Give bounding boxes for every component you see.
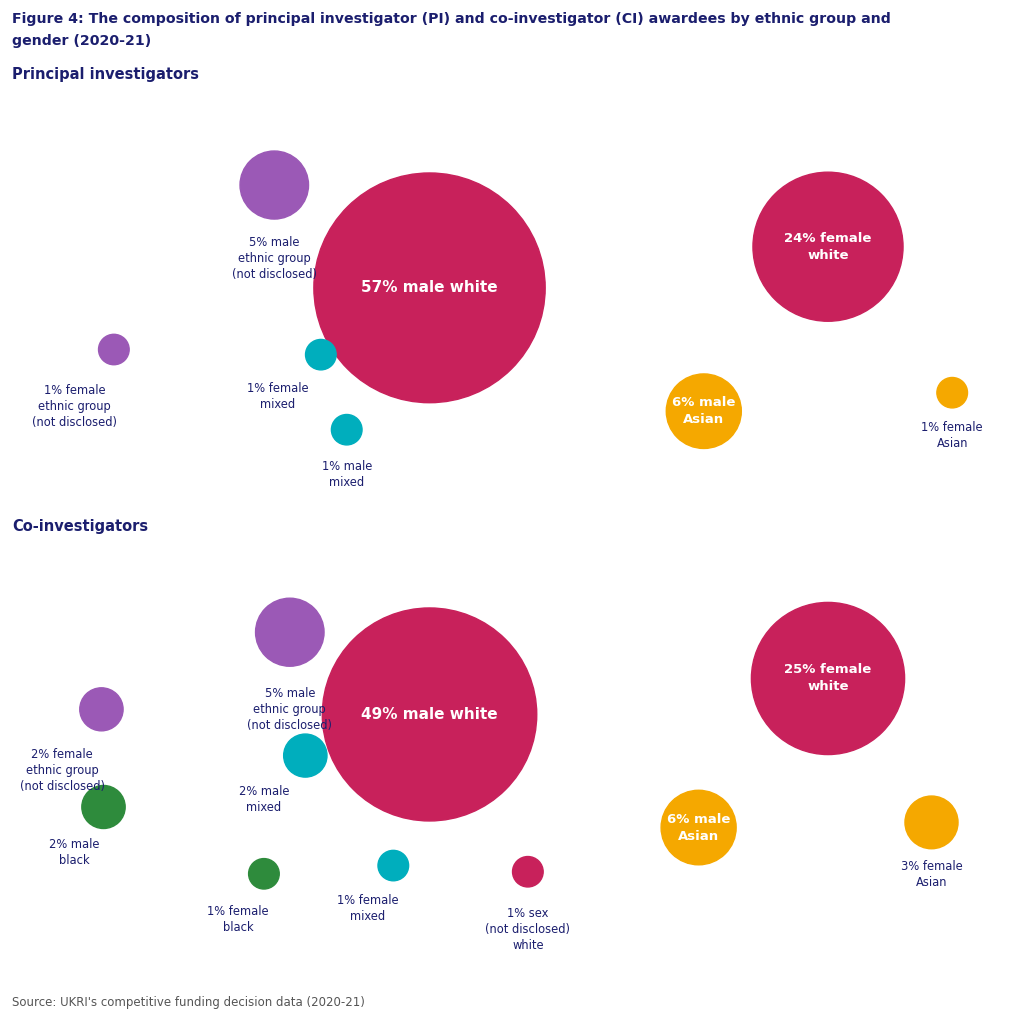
Circle shape (752, 172, 904, 322)
Text: 3% female
Asian: 3% female Asian (900, 860, 963, 889)
Text: 49% male white: 49% male white (361, 707, 498, 722)
Text: 1% female
mixed: 1% female mixed (336, 894, 398, 923)
Circle shape (937, 377, 968, 408)
Text: 1% female
black: 1% female black (207, 905, 269, 933)
Circle shape (751, 602, 905, 755)
Circle shape (378, 850, 409, 881)
Text: 1% male
mixed: 1% male mixed (322, 460, 372, 488)
Circle shape (98, 334, 129, 365)
Text: 1% female
mixed: 1% female mixed (246, 382, 308, 411)
Text: 1% female
ethnic group
(not disclosed): 1% female ethnic group (not disclosed) (32, 384, 117, 430)
Text: 5% male
ethnic group
(not disclosed): 5% male ethnic group (not disclosed) (232, 236, 317, 282)
Circle shape (905, 796, 958, 849)
Circle shape (248, 858, 279, 889)
Circle shape (661, 791, 736, 865)
Text: 1% sex
(not disclosed)
white: 1% sex (not disclosed) white (485, 907, 570, 952)
Text: 2% female
ethnic group
(not disclosed): 2% female ethnic group (not disclosed) (20, 748, 105, 794)
Text: Co-investigators: Co-investigators (12, 519, 149, 535)
Circle shape (240, 151, 308, 219)
Circle shape (314, 173, 545, 403)
Circle shape (331, 414, 362, 445)
Circle shape (305, 339, 336, 370)
Circle shape (667, 374, 741, 448)
Text: 6% male
Asian: 6% male Asian (667, 812, 731, 843)
Text: gender (2020-21): gender (2020-21) (12, 34, 152, 48)
Text: Figure 4: The composition of principal investigator (PI) and co-investigator (CI: Figure 4: The composition of principal i… (12, 12, 891, 27)
Text: 6% male
Asian: 6% male Asian (672, 396, 736, 427)
Circle shape (256, 598, 324, 666)
Circle shape (322, 608, 537, 821)
Circle shape (512, 856, 543, 887)
Text: 1% female
Asian: 1% female Asian (921, 421, 983, 450)
Text: 5% male
ethnic group
(not disclosed): 5% male ethnic group (not disclosed) (247, 687, 332, 732)
Text: Source: UKRI's competitive funding decision data (2020-21): Source: UKRI's competitive funding decis… (12, 996, 365, 1009)
Circle shape (284, 734, 327, 777)
Text: 24% female
white: 24% female white (785, 231, 871, 262)
Text: 25% female
white: 25% female white (785, 663, 871, 694)
Text: 2% male
mixed: 2% male mixed (239, 785, 289, 814)
Circle shape (80, 688, 123, 731)
Circle shape (82, 785, 125, 829)
Text: Principal investigators: Principal investigators (12, 67, 200, 82)
Text: 57% male white: 57% male white (361, 281, 498, 295)
Text: 2% male
black: 2% male black (50, 838, 99, 867)
